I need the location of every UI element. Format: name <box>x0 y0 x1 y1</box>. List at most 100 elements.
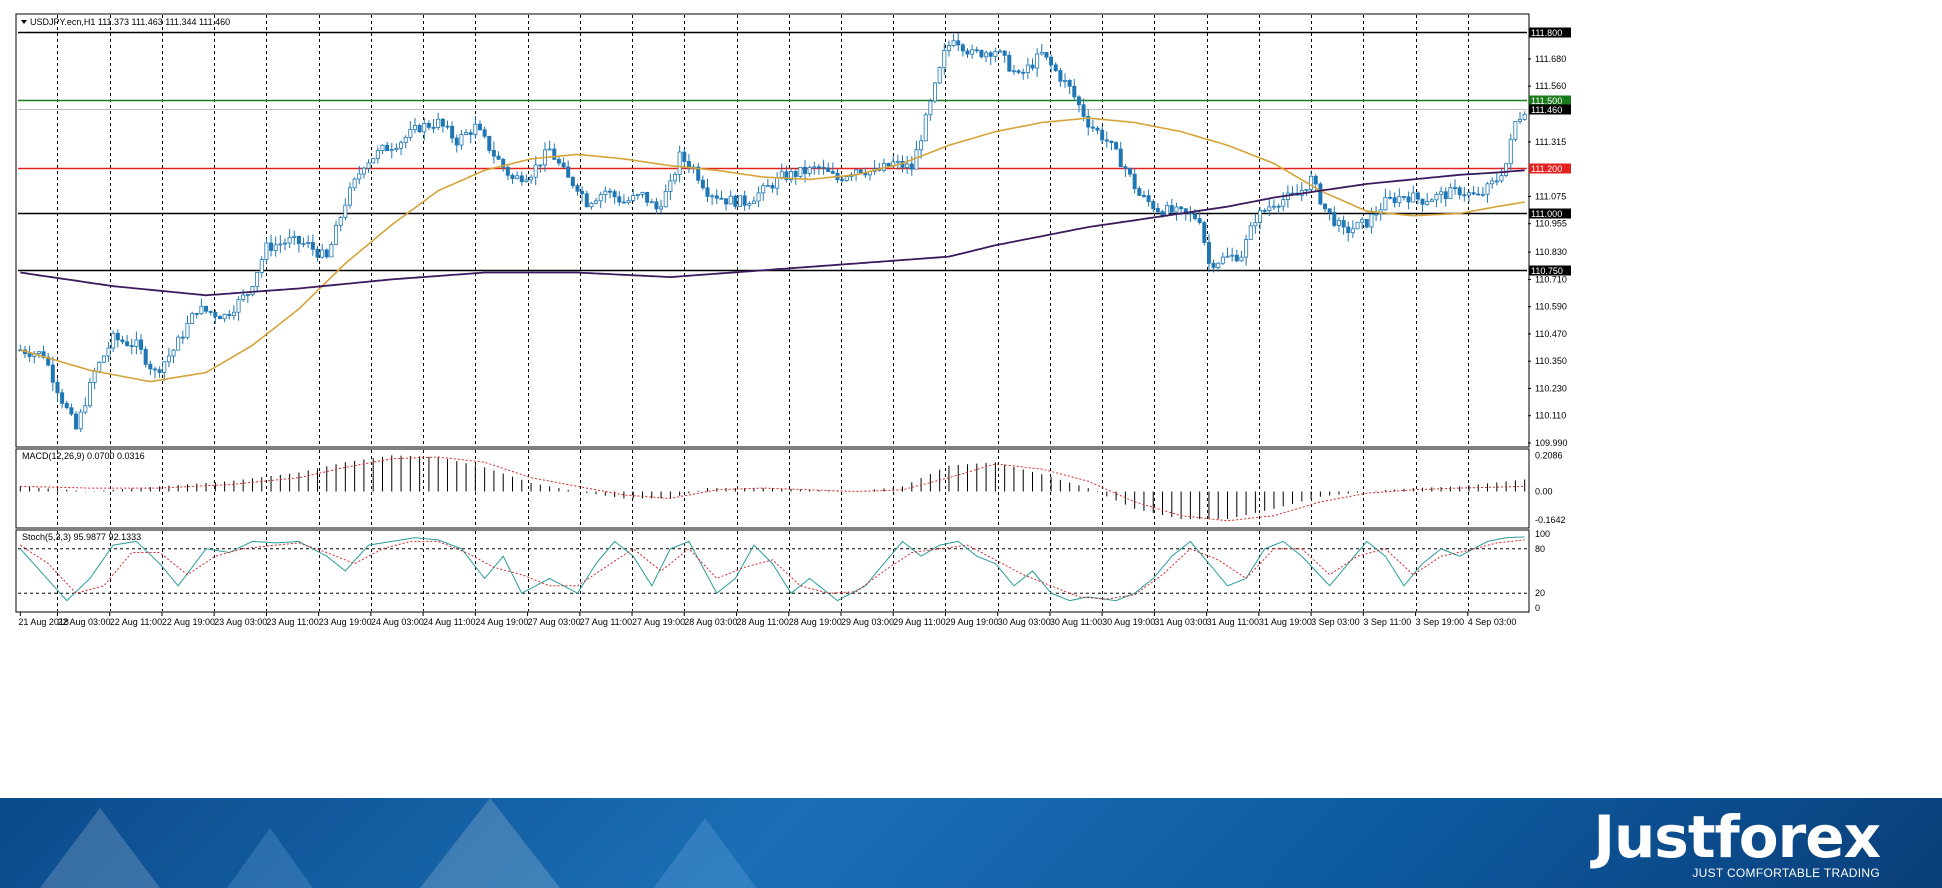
candle-body <box>742 195 747 206</box>
candle <box>895 154 900 170</box>
price-tick-label: 110.590 <box>1535 302 1567 312</box>
candle-body <box>654 201 659 210</box>
candle <box>510 173 515 184</box>
candle <box>1202 220 1207 246</box>
level-price-label: 110.750 <box>1531 266 1563 276</box>
candle-body <box>705 187 710 197</box>
candle-body <box>92 370 97 383</box>
candle <box>1388 190 1393 200</box>
candle-body <box>733 195 738 207</box>
candle-body <box>1030 64 1035 69</box>
candle-body <box>1253 222 1258 227</box>
candle <box>1039 43 1044 56</box>
time-tick-label: 3 Sep 11:00 <box>1363 617 1411 627</box>
candle <box>645 191 650 207</box>
candle <box>1439 186 1444 204</box>
candle-body <box>152 368 157 371</box>
candle-body <box>998 50 1003 53</box>
candle-body <box>1318 183 1323 205</box>
candle-body <box>937 67 942 84</box>
candle <box>668 173 673 200</box>
candle-body <box>807 166 812 174</box>
candle <box>1494 173 1499 186</box>
candle-body <box>431 126 436 129</box>
candle-body <box>194 312 199 315</box>
candle <box>1109 140 1114 151</box>
candle-body <box>101 355 106 363</box>
candle-body <box>1216 262 1221 268</box>
candle <box>46 352 51 367</box>
candle <box>120 335 125 345</box>
candle-body <box>380 144 385 151</box>
candle-body <box>1258 209 1263 223</box>
candle <box>231 305 236 320</box>
time-tick-label: 31 Aug 11:00 <box>1207 617 1259 627</box>
candle-body <box>965 50 970 55</box>
candle-body <box>1281 199 1286 207</box>
candle <box>204 305 209 314</box>
candle-body <box>1508 138 1513 165</box>
candle <box>166 348 171 368</box>
candle-body <box>1011 70 1016 73</box>
candle <box>640 191 645 198</box>
candle <box>733 194 738 210</box>
candle-body <box>36 351 41 354</box>
candle <box>1499 167 1504 184</box>
candle-body <box>301 243 306 245</box>
candle <box>1100 125 1105 144</box>
candle-body <box>951 40 956 46</box>
candle-body <box>547 148 552 151</box>
candle-body <box>1397 196 1402 204</box>
candle <box>1485 182 1490 203</box>
candle <box>357 165 362 185</box>
macd-panel: 0.2086 0.00 -0.1642 MACD(12,26,9) 0.0700 0.… <box>15 448 1566 529</box>
level-price-label: 111.800 <box>1531 28 1562 38</box>
candle-body <box>69 407 74 415</box>
candle <box>83 397 88 415</box>
candle <box>1197 210 1202 225</box>
candle <box>654 197 659 214</box>
time-tick-label: 23 Aug 11:00 <box>266 617 318 627</box>
candle-body <box>640 191 645 195</box>
candle-body <box>1039 51 1044 55</box>
candle <box>1169 198 1174 215</box>
candle <box>584 190 589 208</box>
candle <box>417 123 422 134</box>
candle <box>264 238 269 264</box>
candle-body <box>672 174 677 182</box>
candle-body <box>677 151 682 175</box>
candle-body <box>1364 219 1369 228</box>
candle <box>213 309 218 324</box>
candle-body <box>473 123 478 135</box>
candle <box>830 162 835 175</box>
candle-body <box>1165 205 1170 216</box>
candle <box>1151 199 1156 212</box>
candle-body <box>816 166 821 169</box>
candle-body <box>881 162 886 171</box>
candle <box>301 237 306 248</box>
candle-body <box>1239 256 1244 262</box>
time-tick-label: 28 Aug 19:00 <box>789 617 842 627</box>
candle-body <box>269 242 274 251</box>
price-panel-frame <box>15 13 1530 448</box>
candle-body <box>324 249 329 258</box>
candle-body <box>394 147 399 150</box>
candle-body <box>960 44 965 52</box>
candle-body <box>1383 196 1388 211</box>
macd-signal-line <box>20 456 1525 522</box>
price-tick-label: 110.710 <box>1535 274 1567 284</box>
candle-body <box>798 167 803 177</box>
candle-body <box>1518 118 1523 122</box>
candle <box>1504 163 1509 178</box>
candle <box>64 400 69 410</box>
candle <box>1174 202 1179 221</box>
candle <box>412 118 417 134</box>
candle <box>361 166 366 179</box>
candle <box>310 234 315 256</box>
candle <box>1053 62 1058 73</box>
candle-body <box>1100 129 1105 141</box>
candle <box>1007 51 1012 73</box>
candle <box>621 194 626 204</box>
candle-body <box>1401 196 1406 198</box>
candle-body <box>115 332 120 341</box>
